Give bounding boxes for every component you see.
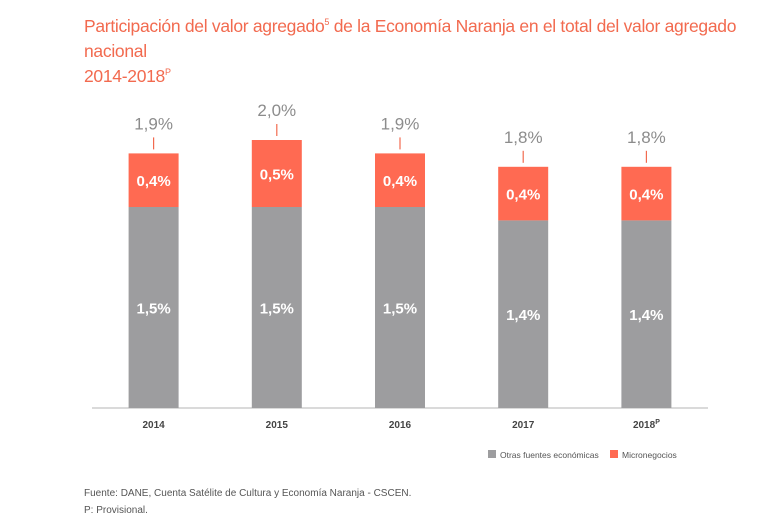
title-period-text: 2014-2018: [84, 66, 165, 86]
label-otras-fuentes-2014: 1,5%: [136, 301, 170, 318]
source-notes: Fuente: DANE, Cuenta Satélite de Cultura…: [84, 485, 411, 519]
bar-micronegocios-2016: [375, 153, 425, 207]
label-otras-fuentes-2015: 1,5%: [260, 301, 294, 318]
category-label-2014: 2014: [142, 420, 165, 431]
category-label-2016: 2016: [389, 420, 412, 431]
title-period-marker: P: [165, 67, 171, 77]
label-micronegocios-2016: 0,4%: [383, 173, 417, 190]
total-label-2015: 2,0%: [257, 101, 296, 120]
legend-swatch-otras-fuentes: [488, 450, 496, 458]
bar-otras-fuentes-2014: [128, 207, 179, 408]
provisional-note: P: Provisional.: [84, 505, 148, 516]
bar-otras-fuentes-2017: [498, 220, 549, 408]
chart-title: Participación del valor agregado5 de la …: [84, 14, 764, 89]
category-label-2018: 2018P: [633, 419, 660, 431]
category-label-2015: 2015: [266, 420, 289, 431]
bar-otras-fuentes-2015: [251, 207, 302, 408]
label-micronegocios-2015: 0,5%: [260, 167, 294, 184]
total-label-2014: 1,9%: [134, 114, 173, 133]
title-text-part2: de la Economía Naranja en el total del v…: [84, 16, 737, 61]
label-otras-fuentes-2016: 1,5%: [383, 301, 417, 318]
legend-swatch-micronegocios: [610, 450, 618, 458]
source-line: Fuente: DANE, Cuenta Satélite de Cultura…: [84, 488, 412, 499]
title-period: 2014-2018P: [84, 64, 764, 89]
title-footnote-marker: 5: [324, 17, 330, 27]
stacked-bar-chart: 1,5% 0,4% 1,9% 2014 1,5% 0,5% 2,0% 2015 1,5% 0,4%…: [92, 101, 708, 460]
bar-otras-fuentes-2016: [375, 207, 425, 408]
total-label-2016: 1,9%: [381, 114, 420, 133]
label-micronegocios-2014: 0,4%: [136, 173, 170, 190]
legend-label-micronegocios: Micronegocios: [622, 450, 677, 460]
total-label-2018: 1,8%: [627, 128, 666, 147]
category-label-2017: 2017: [512, 420, 535, 431]
bar-otras-fuentes-2018: [621, 220, 672, 408]
label-otras-fuentes-2017: 1,4%: [506, 307, 540, 324]
bar-micronegocios-2017: [498, 166, 549, 221]
bar-micronegocios-2014: [128, 153, 179, 207]
label-otras-fuentes-2018: 1,4%: [629, 307, 663, 324]
title-text-part1: Participación del valor agregado: [84, 16, 325, 36]
bar-micronegocios-2015: [251, 140, 302, 207]
bar-micronegocios-2018: [621, 166, 672, 221]
label-micronegocios-2017: 0,4%: [506, 187, 540, 204]
label-micronegocios-2018: 0,4%: [629, 187, 663, 204]
total-label-2017: 1,8%: [504, 128, 543, 147]
legend-label-otras-fuentes: Otras fuentes económicas: [500, 450, 599, 460]
